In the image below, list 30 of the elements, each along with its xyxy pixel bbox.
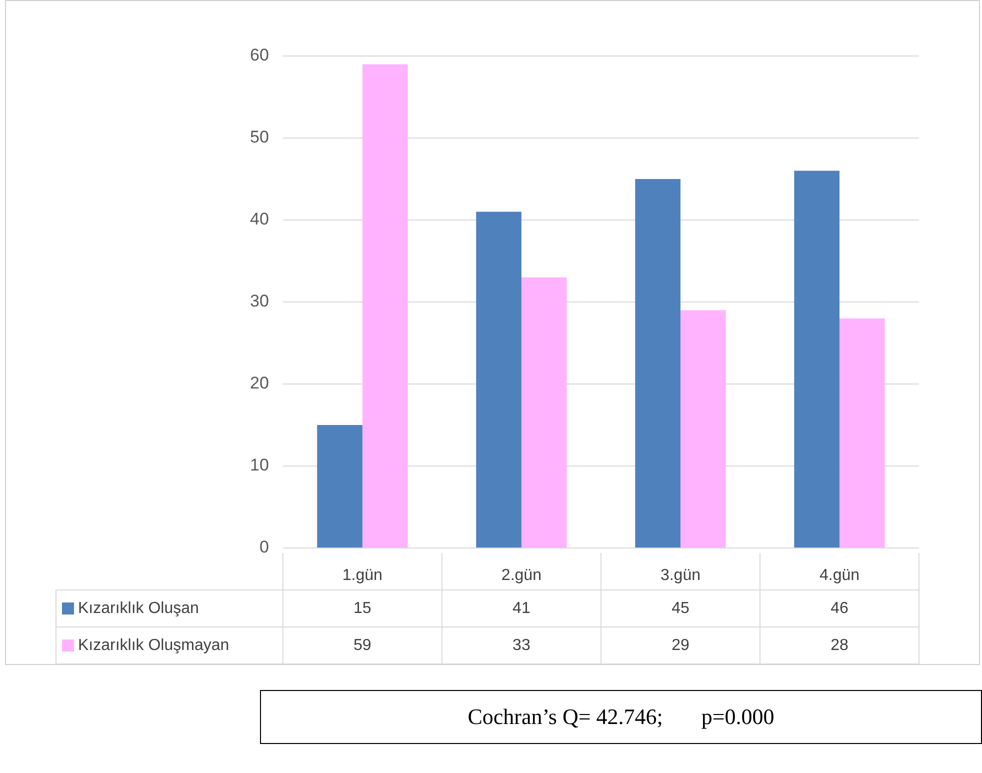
y-tick-label: 60 bbox=[250, 46, 269, 65]
data-label: 28 bbox=[830, 636, 848, 654]
x-tick-label: 3.gün bbox=[660, 566, 700, 584]
data-label: 45 bbox=[672, 600, 690, 617]
data-label: 41 bbox=[512, 600, 530, 617]
bar bbox=[839, 318, 885, 548]
bar bbox=[635, 179, 680, 548]
y-tick-label: 40 bbox=[250, 210, 269, 229]
data-label: 15 bbox=[354, 600, 372, 617]
data-label: 29 bbox=[672, 636, 690, 654]
y-tick-label: 20 bbox=[250, 374, 269, 393]
legend-label: Kızarıklık Oluşan bbox=[78, 600, 199, 617]
x-tick-label: 4.gün bbox=[819, 566, 860, 584]
bar bbox=[362, 64, 408, 548]
y-tick-label: 50 bbox=[250, 128, 269, 147]
data-label: 59 bbox=[354, 636, 372, 654]
bar bbox=[680, 310, 726, 548]
bar bbox=[317, 425, 362, 548]
y-tick-label: 10 bbox=[250, 456, 269, 475]
legend-label: Kızarıklık Oluşmayan bbox=[78, 636, 230, 654]
bar bbox=[521, 277, 567, 548]
text: Cochran’s Q= 42.746; p=0.000 bbox=[260, 690, 982, 744]
x-tick-label: 2.gün bbox=[501, 566, 542, 584]
data-label: 46 bbox=[830, 600, 848, 617]
bar bbox=[476, 212, 522, 548]
y-tick-label: 30 bbox=[250, 292, 269, 311]
bar bbox=[794, 170, 840, 548]
data-label: 33 bbox=[512, 636, 530, 654]
y-tick-label: 0 bbox=[259, 538, 269, 557]
x-tick-label: 1.gün bbox=[342, 566, 382, 584]
